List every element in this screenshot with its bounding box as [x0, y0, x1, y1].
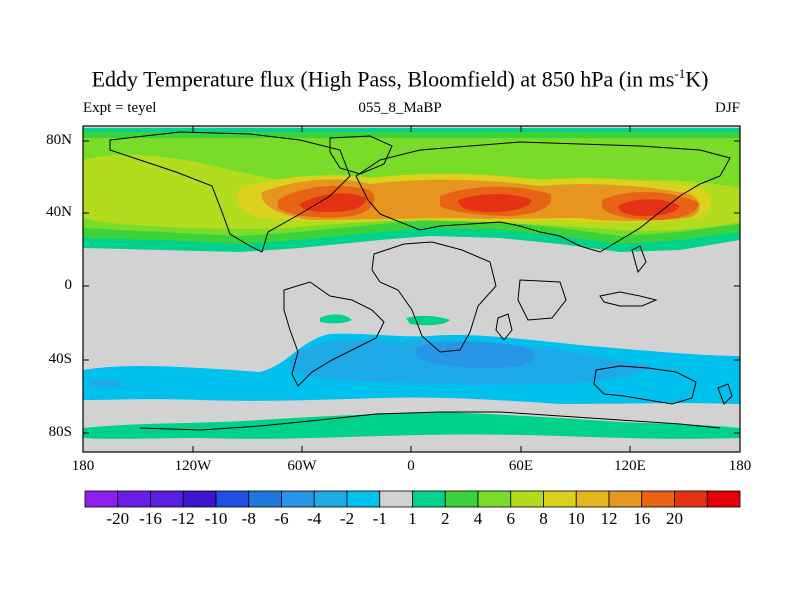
colorbar-label: -2 — [339, 509, 355, 528]
nh-red-cell-3 — [618, 199, 680, 216]
sh-teal-patch-2 — [320, 314, 352, 324]
colorbar-swatch — [706, 490, 741, 508]
sh-blue-patch-west — [88, 379, 124, 388]
colorbar-swatch — [182, 490, 217, 508]
colorbar-label: 10 — [567, 509, 585, 528]
sh-blue-region — [415, 341, 535, 369]
coast-africa — [371, 241, 497, 353]
plot-title-main: Eddy Temperature flux (High Pass, Bloomf… — [91, 66, 675, 92]
colorbar-swatch — [608, 490, 643, 508]
lat-ticks — [83, 140, 740, 434]
lon-label-0: 0 — [407, 458, 415, 474]
colorbar-label: -1 — [372, 509, 387, 528]
colorbar-swatch — [346, 490, 381, 508]
colorbar-swatch — [313, 490, 348, 508]
experiment-label: Expt = teyel — [83, 100, 157, 116]
colorbar-swatch — [444, 490, 479, 508]
colorbar-swatch — [379, 490, 413, 508]
coast-eurasia — [355, 141, 731, 253]
coast-japan — [631, 245, 647, 274]
plot-title: Eddy Temperature flux (High Pass, Bloomf… — [0, 66, 800, 92]
colorbar-label: -16 — [139, 509, 162, 528]
colorbar-label: 4 — [473, 509, 483, 528]
season-label: DJF — [714, 100, 740, 116]
colorbar-label: 6 — [506, 509, 516, 528]
coast-antarctica — [139, 411, 721, 431]
colorbar-swatch — [510, 490, 544, 508]
lon-label-180w: 180 — [71, 458, 95, 474]
lat-label-40n: 40N — [46, 204, 72, 220]
colorbar-swatch — [215, 490, 250, 508]
colorbar-label: -4 — [307, 509, 322, 528]
colorbar-swatch — [477, 490, 512, 508]
lon-label-60e: 60E — [508, 458, 534, 474]
colorbar-swatch — [248, 490, 282, 508]
colorbar-swatch — [641, 490, 675, 508]
coast-indonesia — [599, 291, 658, 307]
lon-label-120w: 120W — [174, 458, 212, 474]
coast-greenland — [329, 135, 393, 175]
lat-label-40s: 40S — [48, 351, 72, 367]
colorbar-label: 2 — [441, 509, 450, 528]
nh-red-cell-2 — [458, 194, 532, 212]
coastlines — [109, 131, 733, 431]
lon-label-120e: 120E — [614, 458, 646, 474]
coast-south-america — [283, 281, 385, 387]
lat-label-80n: 80N — [46, 132, 72, 148]
colorbar-swatch — [281, 490, 315, 508]
colorbar-label: 8 — [539, 509, 548, 528]
coast-australia — [593, 365, 697, 405]
lat-label-0: 0 — [64, 277, 73, 293]
coast-arabia — [517, 279, 567, 321]
colorbar-swatch — [575, 490, 610, 508]
colorbar-swatch — [117, 490, 151, 508]
coast-north-america — [109, 131, 351, 253]
plot-title-superscript: -1 — [674, 66, 686, 81]
lon-label-180e: 180 — [728, 458, 752, 474]
nh-red-cell-1 — [300, 193, 366, 212]
colorbar-label: -20 — [106, 509, 130, 528]
colorbar-swatch — [674, 490, 708, 508]
run-label: 055_8_MaBP — [358, 100, 442, 116]
colorbar-label: -12 — [171, 509, 195, 528]
colorbar-swatch — [84, 490, 119, 508]
plot-title-suffix: K) — [685, 66, 709, 92]
lon-label-60w: 60W — [287, 458, 317, 474]
lon-ticks — [82, 126, 741, 452]
colorbar-label: -6 — [274, 509, 289, 528]
colorbar-label: -8 — [241, 509, 256, 528]
colorbar-label: 12 — [600, 509, 618, 528]
coast-new-zealand — [717, 383, 733, 405]
lat-label-80s: 80S — [48, 424, 72, 440]
colorbar — [84, 490, 741, 508]
colorbar-swatch — [150, 490, 184, 508]
sh-teal-band-south — [83, 412, 740, 439]
colorbar-label: -10 — [204, 509, 228, 528]
colorbar-swatch — [412, 490, 446, 508]
coast-madagascar — [495, 313, 513, 341]
colorbar-label: 20 — [666, 509, 683, 528]
colorbar-swatch — [543, 490, 577, 508]
map-field — [83, 126, 740, 452]
colorbar-label: 1 — [408, 509, 417, 528]
colorbar-label: 16 — [633, 509, 651, 528]
